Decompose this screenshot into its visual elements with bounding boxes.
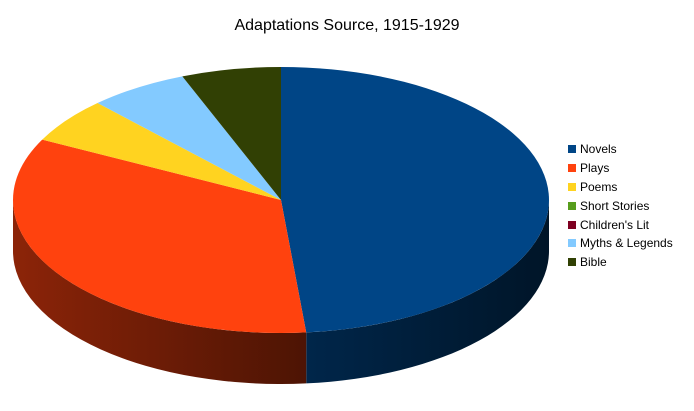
pie-slice-plays	[13, 139, 307, 333]
legend-item-myths-legends: Myths & Legends	[568, 234, 673, 253]
legend-item-poems: Poems	[568, 178, 673, 197]
legend-label: Children's Lit	[580, 217, 649, 232]
legend-swatch	[568, 164, 576, 173]
legend-swatch	[568, 220, 576, 229]
legend-item-children-s-lit: Children's Lit	[568, 215, 673, 234]
legend-item-plays: Plays	[568, 159, 673, 178]
pie-slice-bible	[182, 67, 281, 200]
legend-label: Short Stories	[580, 198, 650, 213]
legend-swatch	[568, 182, 576, 191]
legend-label: Myths & Legends	[580, 236, 673, 251]
legend-item-novels: Novels	[568, 140, 673, 159]
legend-swatch	[568, 239, 576, 248]
pie-side-novels	[306, 200, 549, 384]
legend-label: Plays	[580, 161, 610, 176]
pie-slice-novels	[281, 67, 549, 333]
pie-slice-myths-legends	[97, 76, 281, 200]
pie-top-group	[13, 67, 549, 333]
pie-slice-poems	[42, 103, 281, 200]
pie-side-plays	[13, 200, 307, 384]
legend-swatch	[568, 201, 576, 210]
legend-item-short-stories: Short Stories	[568, 196, 673, 215]
chart-title: Adaptations Source, 1915-1929	[234, 17, 460, 34]
legend-label: Poems	[580, 179, 618, 194]
legend-item-bible: Bible	[568, 253, 673, 272]
legend-swatch	[568, 258, 576, 267]
legend-label: Bible	[580, 255, 607, 270]
legend: Novels Plays Poems Short Stories Children's …	[568, 140, 673, 272]
legend-label: Novels	[580, 142, 617, 157]
pie-side-group	[13, 200, 549, 384]
legend-swatch	[568, 145, 576, 154]
